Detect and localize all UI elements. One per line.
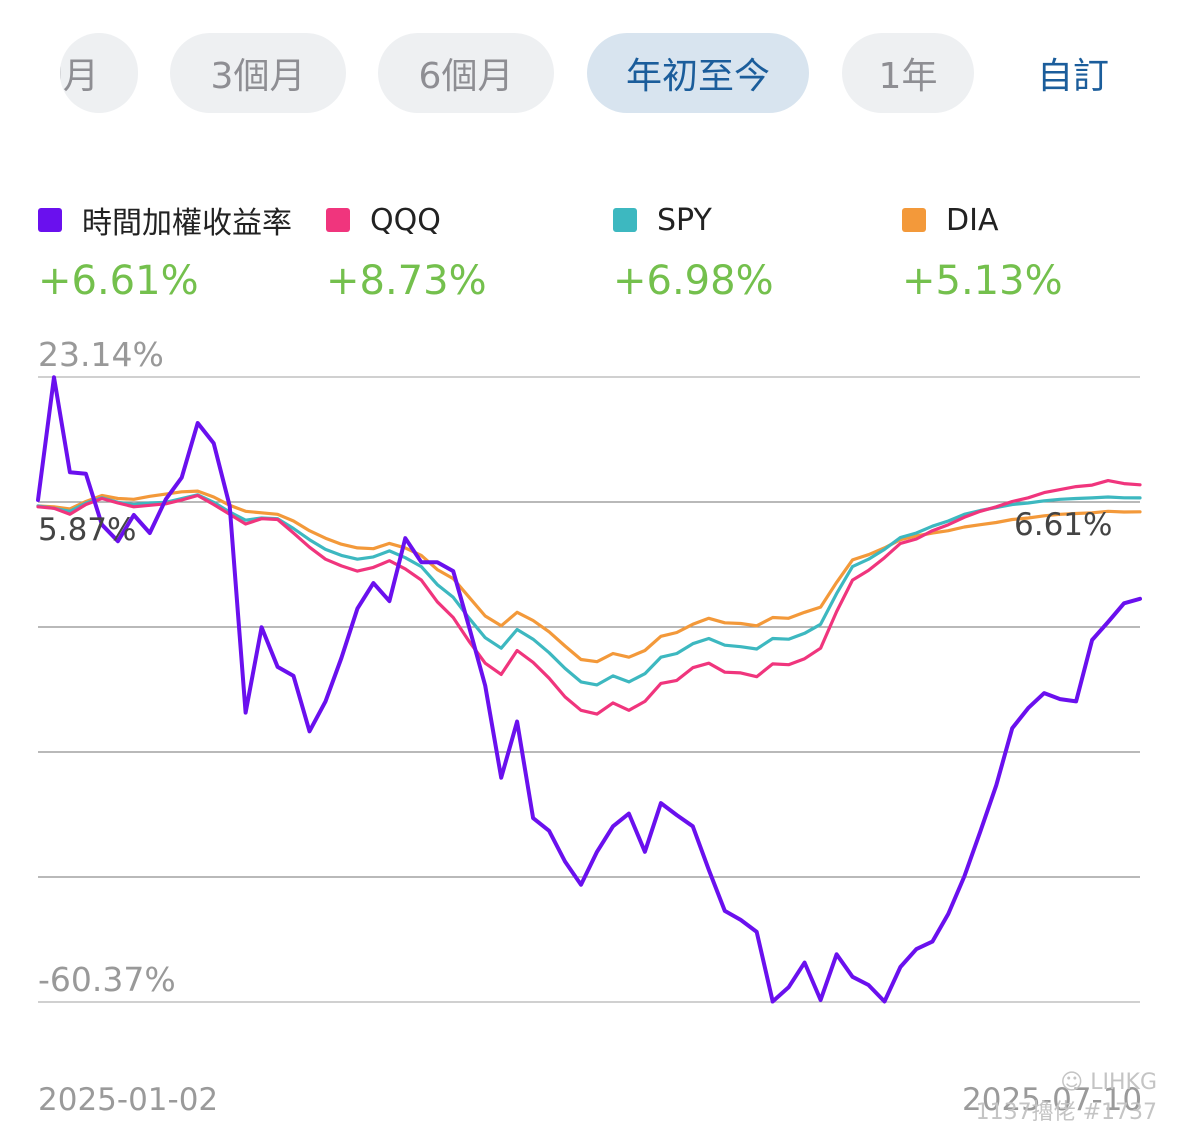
legend-value-spy: +6.98% [613,258,774,304]
legend-item-dia[interactable]: DIA +5.13% [902,190,1063,304]
tab-custom-label: 自訂 [1036,56,1109,97]
legend-name-qqq: QQQ [370,202,441,238]
tab-6-months[interactable]: 6個月 [378,33,554,113]
legend-swatch-twr [38,208,62,232]
legend-name-twr: 時間加權收益率 [82,206,292,241]
legend-swatch-dia [902,208,926,232]
series-line-qqq [36,479,1142,716]
legend-value-qqq: +8.73% [326,258,487,304]
tab-1-year[interactable]: 1年 [842,33,974,113]
chart-series [36,375,1142,1004]
x-axis-end-label: 2025-07-10 [962,1082,1143,1118]
watermark: ☺ LIHKG 1137擼佬 #1737 [976,1068,1157,1128]
series-line-dia [36,489,1142,664]
legend-swatch-spy [613,208,637,232]
start-value-label: 5.87% [38,512,137,548]
watermark-brand: ☺ LIHKG [976,1068,1157,1098]
legend-item-twr[interactable]: 時間加權收益率 +6.61% [38,190,292,304]
legend-swatch-qqq [326,208,350,232]
series-line-spy [36,493,1142,687]
watermark-brand-text: LIHKG [1090,1070,1157,1095]
legend-value-dia: +5.13% [902,258,1063,304]
x-axis-start-label: 2025-01-02 [38,1082,219,1118]
period-tabs: 1個月 3個月 6個月 年初至今 1年 自訂 [0,0,1179,150]
watermark-user: 1137擼佬 #1737 [975,1100,1157,1125]
y-axis-min-label: -60.37% [38,960,176,999]
chart-legend: 時間加權收益率 +6.61% QQQ +8.73% SPY +6.98% DIA… [0,190,1179,320]
tab-6-months-label: 6個月 [418,56,514,97]
end-value-label: 6.61% [1014,507,1113,543]
tab-custom[interactable]: 自訂 [1018,33,1128,113]
legend-name-spy: SPY [657,202,712,238]
y-axis-max-label: 23.14% [38,335,164,374]
tab-1-month-label: 1個月 [60,56,99,97]
legend-value-twr: +6.61% [38,258,199,304]
tab-ytd-label: 年初至今 [625,56,770,97]
legend-item-qqq[interactable]: QQQ +8.73% [326,190,487,304]
smiley-icon: ☺ [1060,1070,1084,1095]
legend-name-dia: DIA [946,202,999,238]
legend-item-spy[interactable]: SPY +6.98% [613,190,774,304]
tab-3-months-label: 3個月 [210,56,306,97]
tab-1-month[interactable]: 1個月 [60,33,138,113]
tab-ytd[interactable]: 年初至今 [587,33,809,113]
tab-3-months[interactable]: 3個月 [170,33,346,113]
grid-lines [38,376,1140,1003]
series-line-twr [36,375,1142,1004]
tab-1-year-label: 1年 [878,56,938,97]
